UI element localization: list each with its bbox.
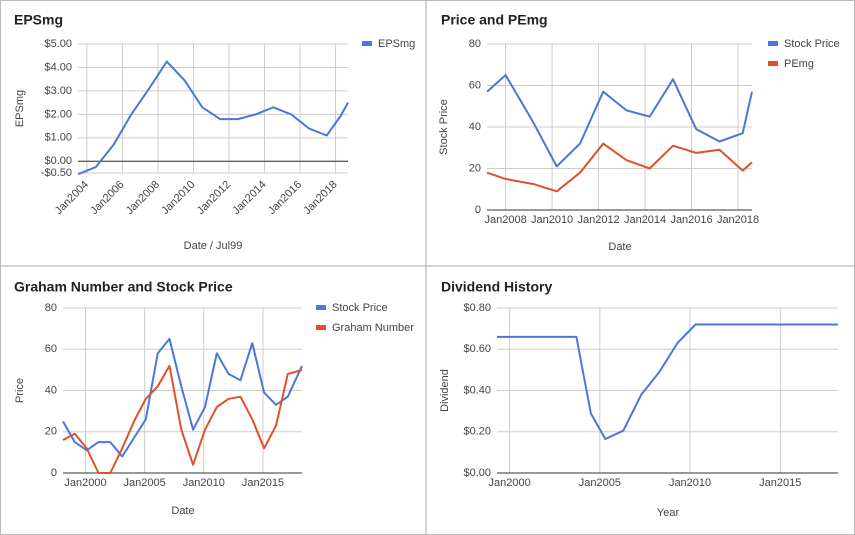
x-axis-title: Date xyxy=(171,505,194,517)
y-tick-label: 40 xyxy=(469,121,481,133)
y-tick-label: 0 xyxy=(51,467,57,479)
y-tick-label: 20 xyxy=(469,162,481,174)
y-tick-label: 80 xyxy=(469,38,481,50)
chart-title: EPSmg xyxy=(14,12,63,28)
line-series xyxy=(77,60,349,176)
x-tick-label: Jan2010 xyxy=(669,477,711,489)
y-tick-label: $0.60 xyxy=(463,343,491,355)
y-tick-label: $0.00 xyxy=(463,467,491,479)
y-axis-title: Price xyxy=(14,378,26,403)
legend-swatch xyxy=(768,41,778,46)
line-series xyxy=(497,323,838,440)
y-tick-label: $3.00 xyxy=(44,85,72,97)
x-axis-title: Date xyxy=(608,241,631,253)
legend-swatch xyxy=(362,41,372,46)
y-axis-title: Dividend xyxy=(439,369,451,412)
legend-swatch xyxy=(316,305,326,310)
y-tick-label: 80 xyxy=(45,302,57,314)
chart-title: Price and PEmg xyxy=(441,12,548,28)
x-axis-title: Date / Jul99 xyxy=(184,240,243,252)
chart-title: Dividend History xyxy=(441,279,552,295)
x-tick-label: Jan2000 xyxy=(64,477,106,489)
x-tick-label: Jan2000 xyxy=(489,477,531,489)
line-series xyxy=(486,74,753,168)
y-axis-title: EPSmg xyxy=(14,90,26,127)
y-tick-label: $4.00 xyxy=(44,61,72,73)
line-series xyxy=(486,142,753,193)
x-tick-label: Jan2016 xyxy=(670,214,712,226)
y-tick-label: 40 xyxy=(45,384,57,396)
y-tick-label: 20 xyxy=(45,426,57,438)
y-tick-label: $5.00 xyxy=(44,38,72,50)
line-series xyxy=(62,337,303,458)
legend-label: Stock Price xyxy=(784,38,840,50)
legend-swatch xyxy=(768,61,778,66)
x-tick-label: Jan2008 xyxy=(484,214,526,226)
x-tick-label: Jan2014 xyxy=(624,214,666,226)
line-series xyxy=(62,364,303,474)
x-tick-label: Jan2005 xyxy=(579,477,621,489)
chart-title: Graham Number and Stock Price xyxy=(14,279,233,295)
x-tick-label: Jan2015 xyxy=(759,477,801,489)
y-tick-label: $2.00 xyxy=(44,108,72,120)
y-tick-label: $0.00 xyxy=(44,155,72,167)
y-tick-label: $0.40 xyxy=(463,384,491,396)
x-tick-label: Jan2010 xyxy=(183,477,225,489)
y-axis-title: Stock Price xyxy=(438,99,450,155)
x-tick-label: Jan2015 xyxy=(242,477,284,489)
x-tick-label: Jan2005 xyxy=(124,477,166,489)
legend-swatch xyxy=(316,325,326,330)
y-tick-label: $1.00 xyxy=(44,132,72,144)
legend-label: Graham Number xyxy=(332,322,414,334)
legend-label: Stock Price xyxy=(332,302,388,314)
legend-label: EPSmg xyxy=(378,38,415,50)
y-tick-label: 60 xyxy=(45,343,57,355)
x-tick-label: Jan2012 xyxy=(577,214,619,226)
x-tick-label: Jan2010 xyxy=(531,214,573,226)
y-tick-label: 0 xyxy=(475,204,481,216)
x-axis-title: Year xyxy=(657,507,680,519)
y-tick-label: -$0.50 xyxy=(41,167,72,179)
y-tick-label: $0.80 xyxy=(463,302,491,314)
legend-label: PEmg xyxy=(784,58,814,70)
y-tick-label: $0.20 xyxy=(463,426,491,438)
x-tick-label: Jan2018 xyxy=(717,214,759,226)
y-tick-label: 60 xyxy=(469,79,481,91)
